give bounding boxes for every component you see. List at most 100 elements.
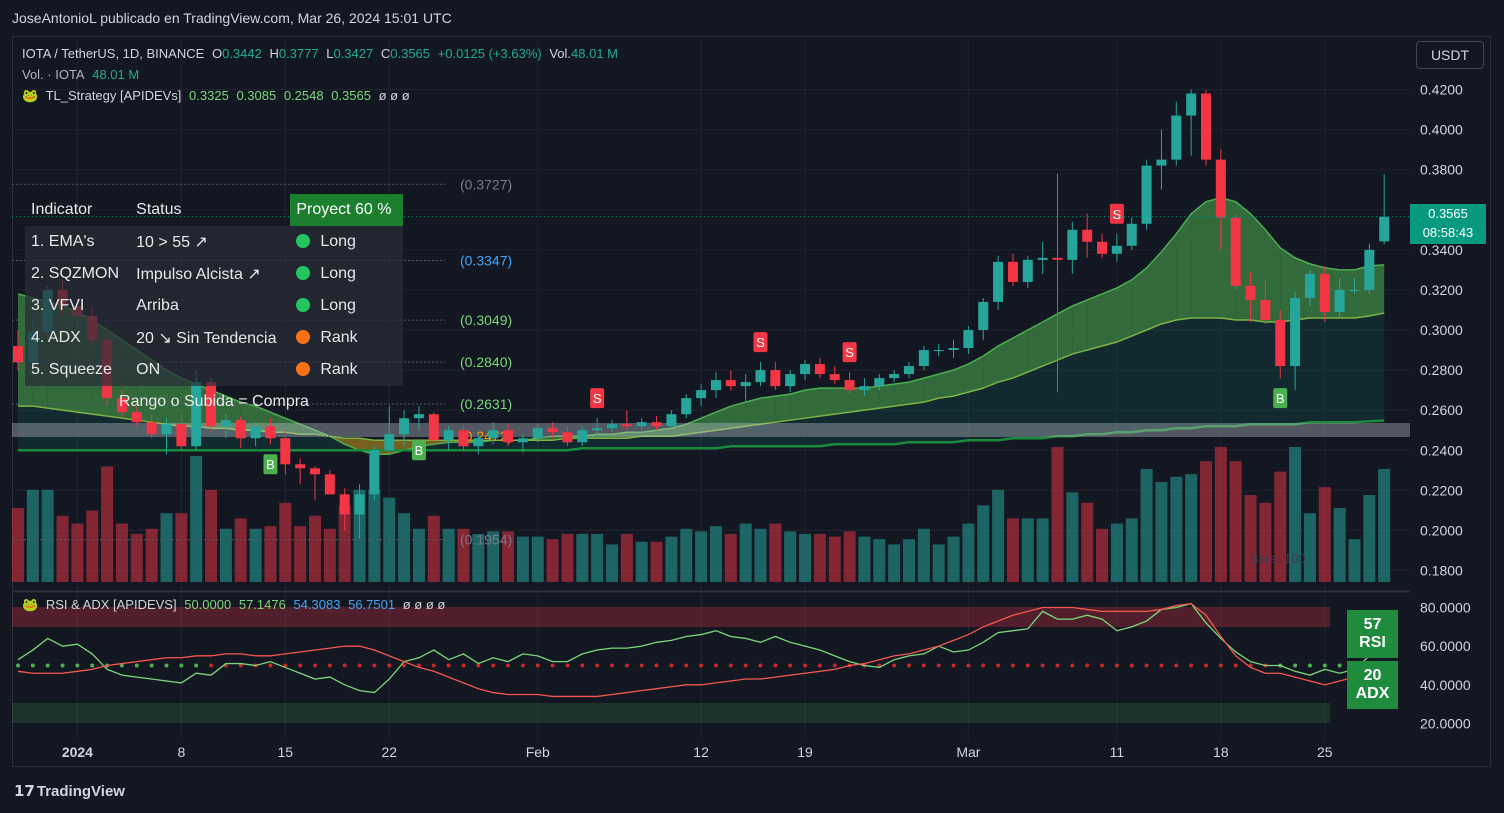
- volume-bar: [26, 489, 39, 582]
- strategy-name[interactable]: TL_Strategy [APIDEVs]: [45, 88, 182, 103]
- midline-dot: [921, 663, 926, 668]
- volume-bar: [502, 531, 515, 582]
- ema-cloud-segment: [1072, 299, 1088, 355]
- volume-bar: [1155, 482, 1168, 582]
- midline-dot: [506, 663, 511, 668]
- adx-box-value: 20: [1363, 667, 1382, 684]
- volume-bar: [1066, 492, 1079, 582]
- volume-bar: [1125, 518, 1138, 582]
- signal-label: S: [756, 335, 765, 350]
- volume-bar: [903, 539, 915, 582]
- midline-dot: [699, 663, 704, 668]
- midline-dot: [654, 663, 659, 668]
- midline-dot: [713, 663, 718, 668]
- midline-dot: [60, 663, 65, 668]
- volume-bar: [101, 466, 114, 582]
- volume-bar: [368, 489, 381, 582]
- midline-dot: [832, 663, 837, 668]
- price-axis-label: 0.3800: [1420, 162, 1463, 178]
- midline-dot: [1293, 663, 1298, 668]
- indicator-name: 2. SQZMON: [25, 258, 131, 290]
- candle-body: [710, 380, 721, 391]
- volume-bar: [249, 528, 262, 582]
- volume-bar: [12, 508, 24, 582]
- high-label: H: [269, 46, 279, 61]
- symbol-legend[interactable]: IOTA / TetherUS, 1D, BINANCE O0.3442 H0.…: [22, 46, 622, 61]
- midline-dot: [639, 663, 644, 668]
- change-value: +0.0125 (+3.63%): [437, 46, 542, 61]
- rsi-axis-label: 20.0000: [1420, 716, 1471, 732]
- midline-dot: [1204, 663, 1208, 668]
- volume-bar: [1051, 447, 1064, 582]
- midline-dot: [907, 663, 911, 668]
- volume-bar: [294, 526, 307, 582]
- candle-body: [1319, 273, 1330, 312]
- volume-bar: [1081, 502, 1094, 582]
- rsi-indicator-name[interactable]: RSI & ADX [APIDEVS]: [45, 597, 177, 612]
- rsi-value-3: 54.3083: [293, 597, 341, 612]
- symbol-title[interactable]: IOTA / TetherUS, 1D, BINANCE: [22, 46, 205, 61]
- strategy-legend[interactable]: 🐸 TL_Strategy [APIDEVs] 0.3325 0.3085 0.…: [22, 88, 414, 104]
- volume-bar: [932, 544, 945, 582]
- price-axis-label: 0.4200: [1420, 82, 1463, 98]
- candle-body: [146, 422, 157, 435]
- strategy-na: ø ø ø: [378, 88, 410, 103]
- midline-dot: [936, 663, 941, 668]
- volume-bar: [1348, 539, 1361, 582]
- tradingview-logo[interactable]: 17 TradingView: [14, 782, 125, 800]
- candle-body: [562, 432, 573, 443]
- candle-body: [176, 424, 187, 447]
- price-axis-label: 0.1800: [1420, 563, 1463, 579]
- candle-body: [770, 370, 781, 387]
- strategy-value-4: 0.3565: [331, 88, 371, 103]
- rsi-axis-label: 80.0000: [1420, 600, 1471, 616]
- price-axis-label: 0.4000: [1420, 122, 1463, 138]
- brand-text: TradingView: [36, 783, 125, 800]
- sell-signal: [753, 332, 768, 353]
- volume-bar: [724, 534, 737, 582]
- ema-cloud-segment: [745, 398, 761, 427]
- ema-cloud-segment: [300, 424, 315, 435]
- candle-body: [607, 424, 617, 429]
- ema-cloud-segment: [938, 370, 954, 399]
- bars-count-label: Bars: 100: [1250, 551, 1306, 566]
- midline-dot: [580, 663, 585, 668]
- candle-body: [399, 418, 410, 435]
- status-dot-icon: [296, 362, 311, 376]
- volume-bar: [1274, 471, 1287, 582]
- indicator-name: 5. Squeeze: [25, 354, 131, 386]
- midline-dot: [491, 663, 496, 668]
- volume-bar: [561, 534, 574, 582]
- candle-body: [800, 364, 811, 375]
- midline-dot: [134, 663, 139, 668]
- midline-dot: [372, 663, 377, 668]
- overbought-band: [12, 607, 1330, 627]
- volume-bar: [843, 531, 856, 582]
- ema-cloud-segment: [998, 338, 1013, 383]
- candle-body: [666, 414, 677, 427]
- volume-bar: [412, 528, 425, 582]
- candle-body: [1097, 241, 1108, 254]
- rsi-legend[interactable]: 🐸 RSI & ADX [APIDEVS] 50.0000 57.1476 54…: [22, 597, 449, 613]
- status-dot-icon: [296, 266, 311, 280]
- midline-dot: [1085, 663, 1090, 668]
- candle-body: [755, 370, 766, 383]
- candle-body: [354, 494, 365, 515]
- currency-button[interactable]: USDT: [1416, 41, 1484, 69]
- volume-bar: [398, 513, 411, 582]
- midline-dot: [610, 663, 614, 668]
- candle-body: [814, 364, 825, 375]
- ema-cloud-segment: [1087, 293, 1103, 351]
- price-level-label: (0.2472): [460, 428, 512, 444]
- candle-body: [592, 428, 603, 431]
- ema-cloud-segment: [730, 402, 746, 429]
- volume-bar: [323, 528, 336, 582]
- volume-legend[interactable]: Vol. · IOTA 48.01 M: [22, 67, 143, 82]
- midline-dot: [402, 663, 407, 668]
- rsi-value-box: 57 RSI: [1347, 610, 1398, 658]
- candle-body: [636, 422, 647, 427]
- price-axis-label: 0.2600: [1420, 402, 1463, 418]
- midline-dot: [476, 663, 481, 668]
- sell-signal: [1109, 203, 1124, 224]
